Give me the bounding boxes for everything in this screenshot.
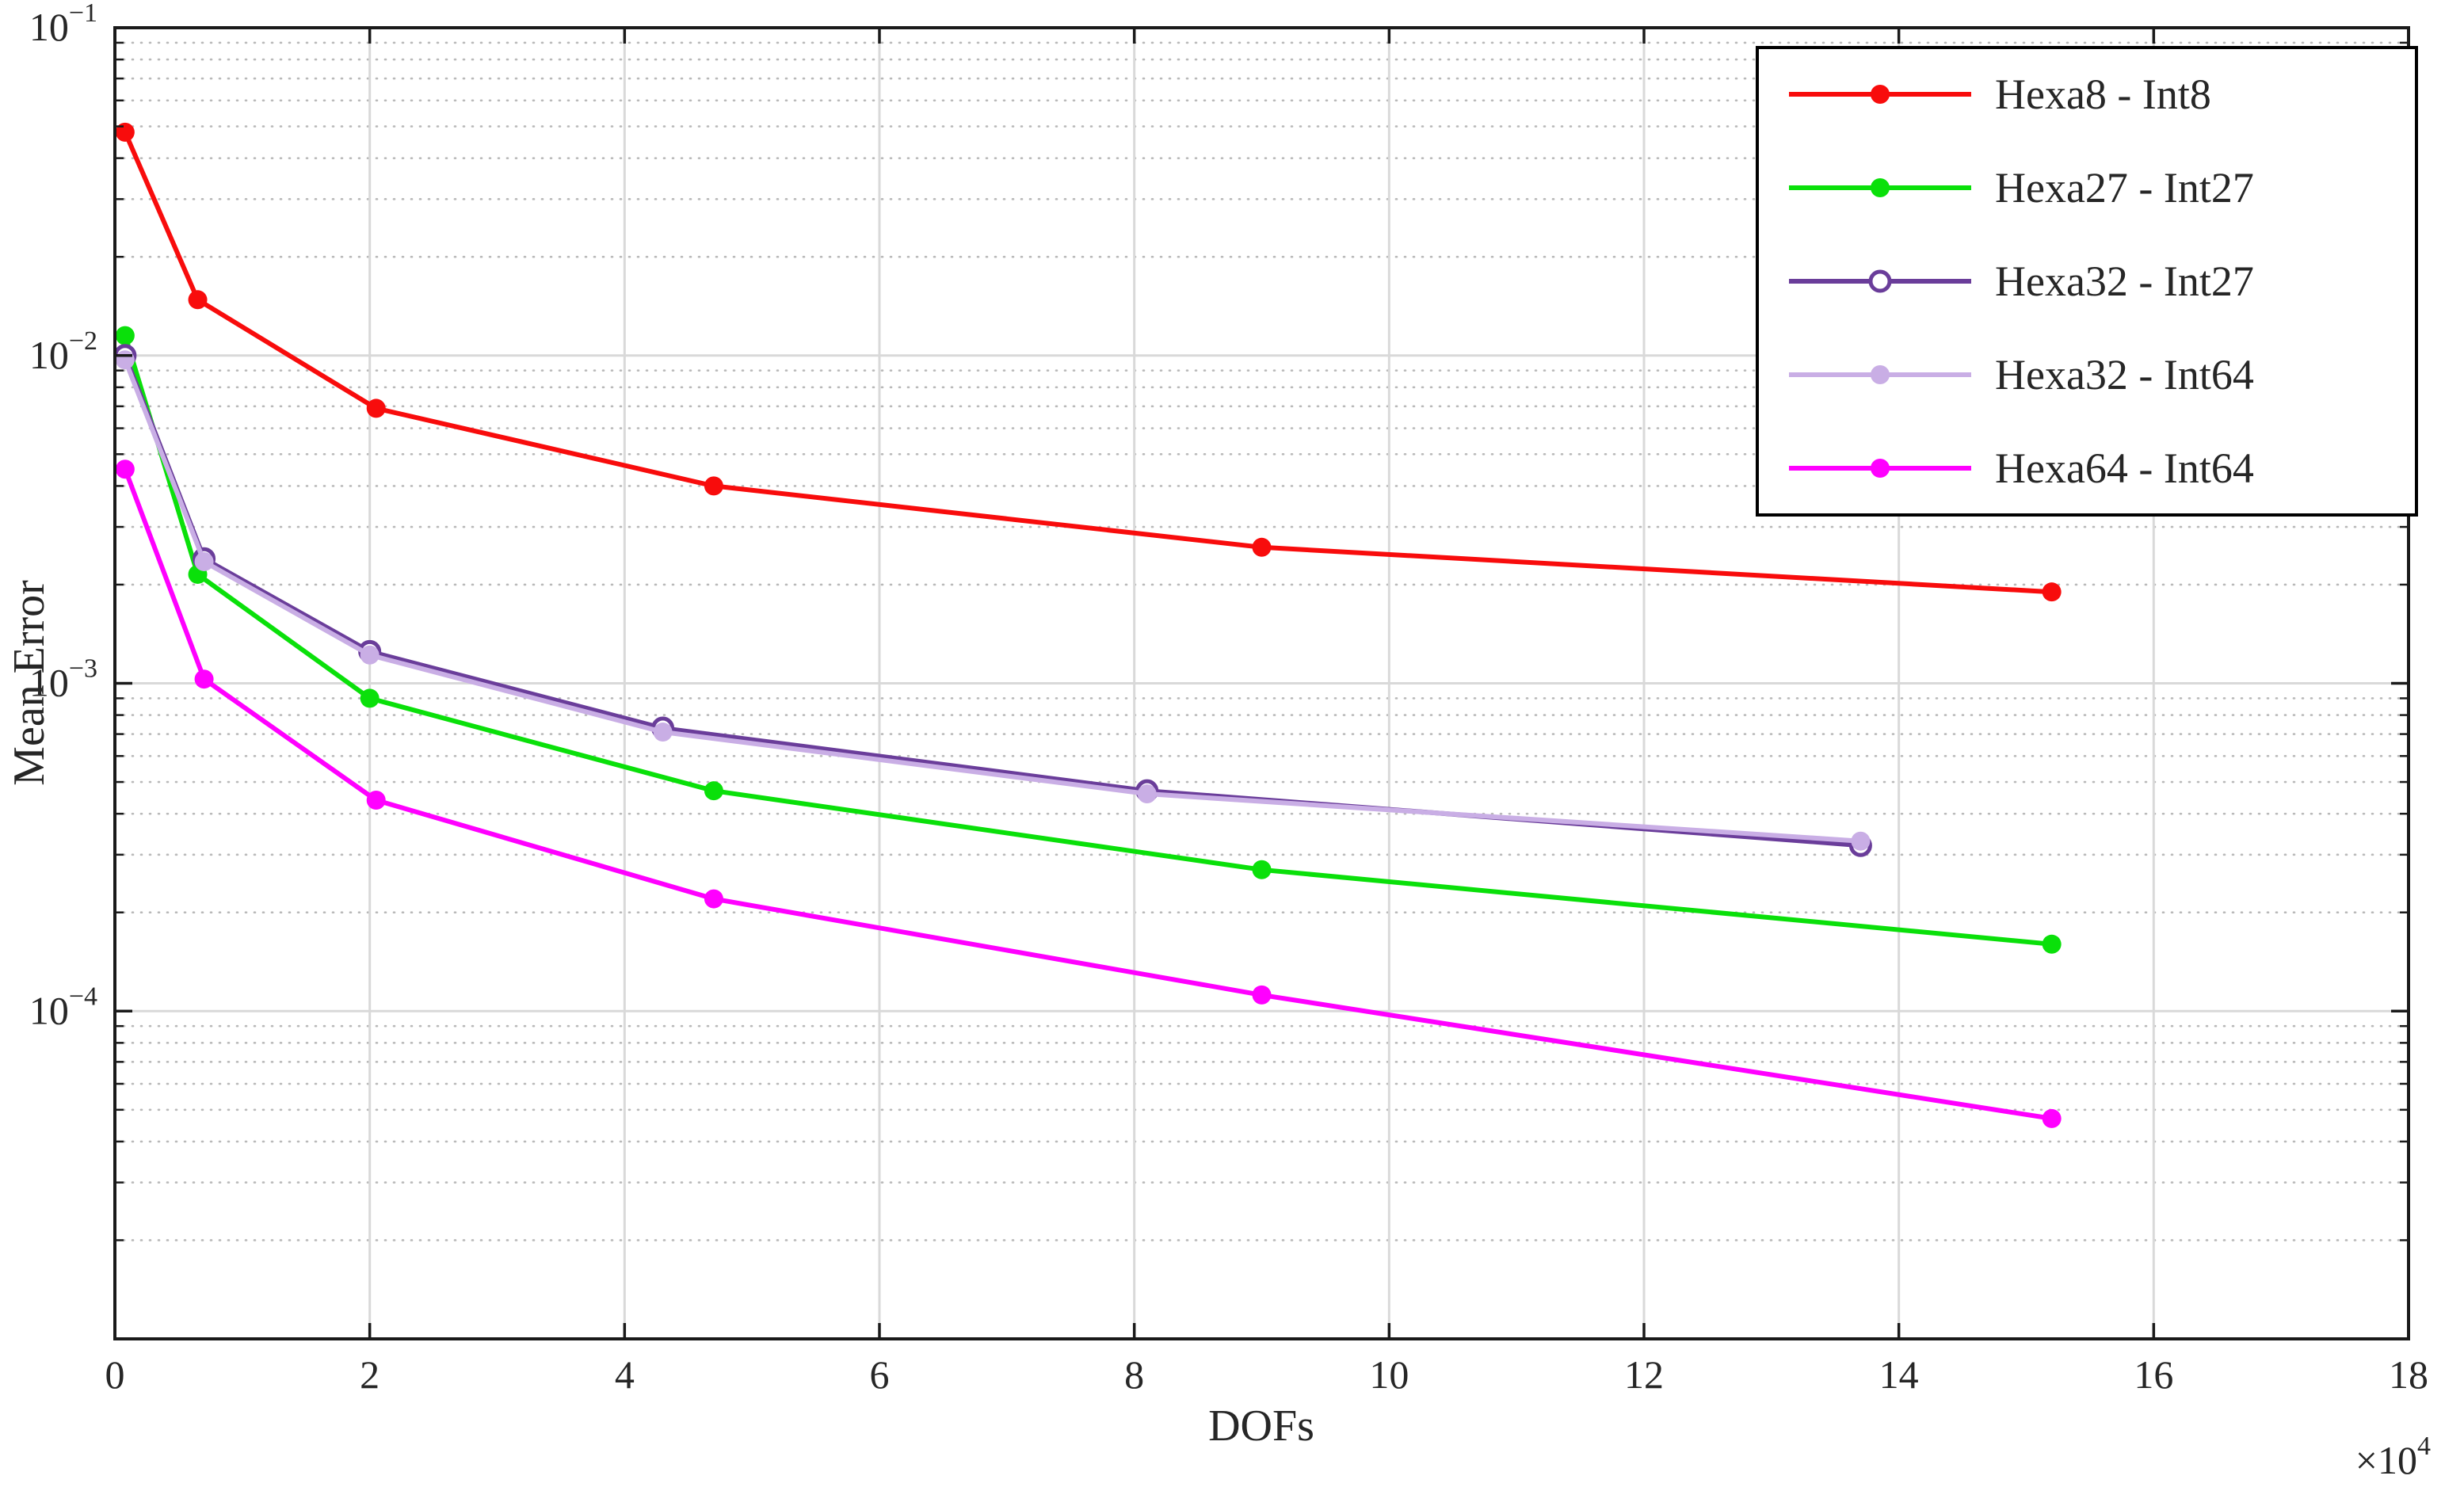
- legend-entry-hexa64-int64: Hexa64 - Int64: [1789, 444, 2254, 492]
- marker-hexa27-int27: [2042, 934, 2062, 954]
- x-axis-label: DOFs: [1208, 1401, 1314, 1451]
- legend-entry-label: Hexa64 - Int64: [1995, 444, 2254, 492]
- marker-hexa8-int8: [704, 476, 723, 496]
- x-tick-label: 10: [1369, 1352, 1409, 1397]
- tick-labels: 0 2 4 6 8 10 12 14 16 18 10−1 10−2 10−3 10−4 ×104: [29, 0, 2431, 1482]
- marker-hexa32-int64: [1851, 831, 1871, 851]
- marker-hexa64-int64: [704, 889, 723, 909]
- y-tick-label: 10−4: [29, 982, 97, 1032]
- x-tick-label: 0: [105, 1352, 125, 1397]
- data-series: [113, 122, 2062, 1128]
- marker-hexa32-int64: [653, 723, 673, 742]
- marker-hexa8-int8: [115, 122, 135, 142]
- y-tick-label: 10−2: [29, 326, 97, 377]
- series-line-hexa32-int64: [122, 357, 1863, 844]
- marker-hexa64-int64: [2042, 1108, 2062, 1128]
- legend-entry-hexa32-int64: Hexa32 - Int64: [1789, 351, 2254, 398]
- x-axis-multiplier: ×104: [2355, 1432, 2431, 1482]
- x-tick-label: 8: [1124, 1352, 1144, 1397]
- marker-hexa64-int64: [1252, 985, 1272, 1005]
- y-tick-label: 10−1: [29, 0, 97, 49]
- marker-hexa8-int8: [188, 290, 208, 310]
- x-tick-label: 18: [2389, 1352, 2428, 1397]
- marker-hexa27-int27: [360, 688, 380, 708]
- legend-entry-hexa8-int8: Hexa8 - Int8: [1789, 71, 2211, 118]
- legend-entry-label: Hexa32 - Int64: [1995, 351, 2254, 398]
- legend-marker: [1871, 365, 1890, 384]
- marker-hexa64-int64: [115, 459, 135, 479]
- legend-entry-hexa32-int27: Hexa32 - Int27: [1789, 257, 2254, 305]
- series-line-hexa8-int8: [122, 129, 2054, 595]
- legend-entry-label: Hexa27 - Int27: [1995, 164, 2254, 212]
- legend-marker: [1868, 269, 1892, 293]
- x-tick-label: 6: [870, 1352, 890, 1397]
- marker-hexa8-int8: [366, 398, 386, 418]
- y-tick-label: 10−3: [29, 654, 97, 705]
- marker-hexa8-int8: [2042, 582, 2062, 602]
- marker-hexa32-int64: [115, 350, 135, 370]
- series-line-hexa64-int64: [122, 467, 2054, 1121]
- marker-hexa27-int27: [704, 781, 723, 801]
- x-tick-label: 14: [1879, 1352, 1919, 1397]
- x-tick-label: 12: [1624, 1352, 1664, 1397]
- x-tick-label: 4: [615, 1352, 635, 1397]
- marker-hexa32-int64: [360, 645, 380, 665]
- y-axis-label: Mean Error: [5, 580, 54, 786]
- legend-entry-hexa27-int27: Hexa27 - Int27: [1789, 164, 2254, 212]
- x-tick-label: 2: [360, 1352, 380, 1397]
- legend-marker: [1871, 178, 1890, 197]
- marker-hexa32-int64: [194, 551, 214, 571]
- marker-hexa64-int64: [366, 791, 386, 810]
- marker-hexa8-int8: [1252, 537, 1272, 557]
- legend-entry-label: Hexa8 - Int8: [1995, 71, 2211, 118]
- legend: Hexa8 - Int8 Hexa27 - Int27 Hexa32 - Int27…: [1756, 46, 2418, 517]
- marker-hexa27-int27: [1252, 860, 1272, 879]
- marker-hexa64-int64: [194, 669, 214, 689]
- legend-marker: [1871, 459, 1890, 478]
- x-tick-label: 16: [2134, 1352, 2173, 1397]
- series-line-hexa27-int27: [122, 333, 2054, 947]
- marker-hexa27-int27: [115, 326, 135, 345]
- legend-entry-label: Hexa32 - Int27: [1995, 257, 2254, 305]
- marker-hexa32-int64: [1137, 784, 1157, 804]
- legend-marker: [1871, 85, 1890, 104]
